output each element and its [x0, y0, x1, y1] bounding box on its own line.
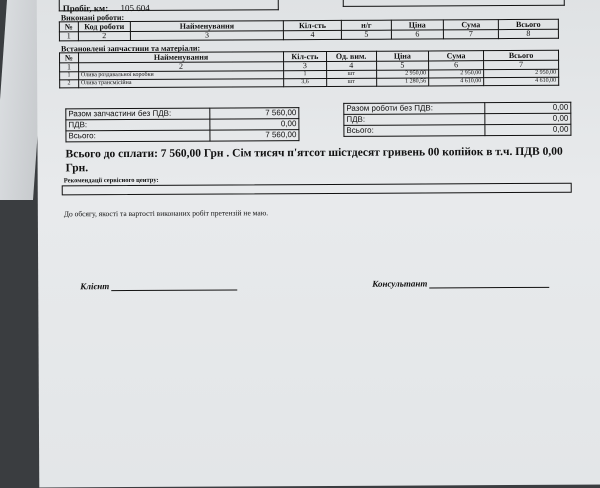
consultant-signature: Консультант: [372, 278, 550, 289]
parts-cell: шт: [326, 78, 377, 87]
consultant-label: Консультант: [372, 278, 428, 289]
consultant-signature-line: [429, 286, 550, 289]
parts-cell: 2 950,00: [483, 69, 559, 78]
summary-row: Всього: 7 560,00: [65, 129, 299, 142]
client-signature: Клієнт: [80, 280, 238, 292]
parts-cell: 2 950,00: [428, 69, 484, 78]
summary-label: Всього:: [343, 124, 485, 137]
recommendations-box: [61, 182, 572, 196]
summary-value: 0,00: [484, 124, 571, 136]
summary-value: 0,00: [484, 102, 571, 114]
summary-label: Разом запчастини без ПДВ:: [65, 108, 211, 120]
no-claims-statement: До обсягу, якості та вартості виконаних …: [63, 208, 269, 219]
parts-cell: 1: [59, 71, 79, 80]
parts-cell: 4 610,00: [428, 77, 484, 86]
parts-cell: 2 950,00: [376, 69, 429, 79]
client-label: Клієнт: [80, 281, 110, 292]
parts-column-number: 3: [283, 61, 327, 71]
summary-label: ПДВ:: [65, 119, 211, 131]
total-to-pay: Всього до сплати: 7 560,00 Грн . Сім тис…: [65, 145, 563, 175]
parts-cell: 2: [59, 79, 79, 88]
summary-row: Всього: 0,00: [343, 124, 571, 137]
works-column-number: 4: [283, 30, 342, 40]
summary-value: 0,00: [484, 113, 571, 125]
mileage: Пробіг, км: 105 604: [63, 3, 150, 13]
summary-value: 0,00: [210, 118, 299, 131]
works-column-number: 3: [130, 31, 284, 41]
works-column-number: 2: [78, 31, 131, 41]
summary-label: Всього:: [65, 130, 211, 142]
document-page: Пробіг, км: 105 604 Виконані роботи: № Ко…: [36, 0, 600, 488]
parts-cell: Олива трансмісійна: [78, 78, 284, 88]
mileage-label: Пробіг, км:: [62, 3, 109, 14]
parts-column-number: 5: [376, 61, 429, 71]
parts-table: № Найменування Кіл-сть Од. вим. Ціна Сума Всьо…: [59, 50, 559, 89]
client-signature-line: [111, 289, 238, 292]
recommendations-label: Рекомендації сервісного центру:: [63, 176, 159, 185]
works-column-number: 6: [391, 29, 444, 40]
parts-column-number: 7: [483, 60, 559, 70]
works-summary-table: Разом роботи без ПДВ: 0,00 ПДВ: 0,00 Всього:…: [343, 102, 571, 137]
parts-cell: 4 610,00: [483, 77, 559, 86]
works-column-number: 1: [59, 31, 79, 41]
parts-cell: 1: [283, 70, 327, 79]
summary-value: 7 560,00: [210, 107, 299, 120]
parts-summary-table: Разом запчастини без ПДВ: 7 560,00 ПДВ: 0,0…: [65, 107, 299, 142]
summary-value: 7 560,00: [210, 129, 299, 142]
parts-cell: 1 280,56: [376, 77, 429, 87]
works-table: № Код роботи Найменування Кіл-сть н/г Ціна Сум…: [59, 19, 559, 42]
header-right-box: [342, 0, 565, 7]
parts-column-number: 1: [59, 62, 79, 72]
works-column-number: 7: [443, 29, 499, 39]
parts-column-number: 6: [428, 60, 484, 70]
mileage-value: 105 604: [120, 2, 150, 14]
works-column-number: 5: [341, 30, 392, 40]
summary-label: Разом роботи без ПДВ:: [343, 102, 485, 115]
works-column-number: 8: [498, 29, 559, 39]
summary-label: ПДВ:: [343, 113, 485, 126]
parts-column-number: 4: [326, 61, 377, 71]
parts-cell: 3,6: [283, 78, 327, 87]
parts-cell: шт: [326, 70, 377, 79]
